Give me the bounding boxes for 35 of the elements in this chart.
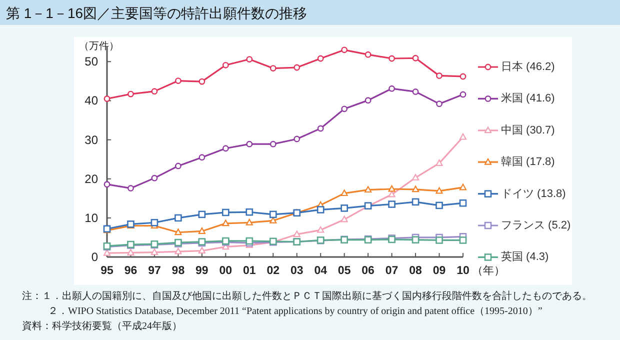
y-tick-label: 0: [91, 250, 98, 264]
x-tick-label: 05: [338, 265, 352, 277]
x-tick-label: 03: [290, 265, 304, 277]
x-tick-label: 09: [432, 265, 446, 277]
legend-label: 英国 (4.3): [501, 250, 549, 264]
legend-label: フランス (5.2): [501, 220, 571, 232]
x-tick-label: 01: [243, 265, 256, 277]
x-tick-label: 10: [456, 265, 470, 277]
x-tick-label: 99: [196, 265, 208, 277]
x-tick-label: 00: [219, 265, 232, 277]
x-tick-label: 95: [100, 265, 114, 277]
legend-label: ドイツ (13.8): [501, 188, 566, 200]
y-axis-title: （万件）: [79, 41, 119, 52]
y-tick-label: 10: [84, 210, 98, 225]
text: 資料：科学技術要覧（平成24年版）: [22, 320, 182, 332]
legend-label: 日本 (46.2): [501, 60, 555, 73]
chart-title: 第 1－1－16図／主要国等の特許出願件数の推移: [6, 5, 308, 21]
legend-label: 米国 (41.6): [501, 92, 555, 105]
legend-label: 中国 (30.7): [501, 123, 555, 136]
x-tick-label: 07: [385, 265, 398, 277]
legend-label: 韓国 (17.8): [501, 155, 555, 168]
x-tick-label: 02: [266, 265, 280, 277]
y-tick-label: 40: [84, 94, 98, 108]
x-axis-title: （年）: [472, 265, 505, 277]
y-tick-label: 20: [84, 172, 98, 186]
x-tick-label: 98: [172, 265, 186, 277]
text: ２．WIPO Statistics Database, December 2011 “Patent applications by country of origin and patent office（1995-2010）”: [48, 306, 542, 317]
x-tick-label: 96: [124, 265, 138, 277]
text: 注：１．出願人の国籍別に、自国及び他国に出願した件数とＰＣＴ国際出願に基づく国内移行段階件数を合計したものである。: [22, 290, 592, 302]
x-tick-label: 04: [314, 265, 328, 277]
x-tick-label: 08: [409, 265, 423, 277]
x-tick-label: 06: [362, 265, 374, 277]
y-tick-label: 30: [84, 132, 98, 147]
y-tick-label: 50: [84, 54, 98, 69]
x-tick-label: 97: [148, 265, 161, 277]
